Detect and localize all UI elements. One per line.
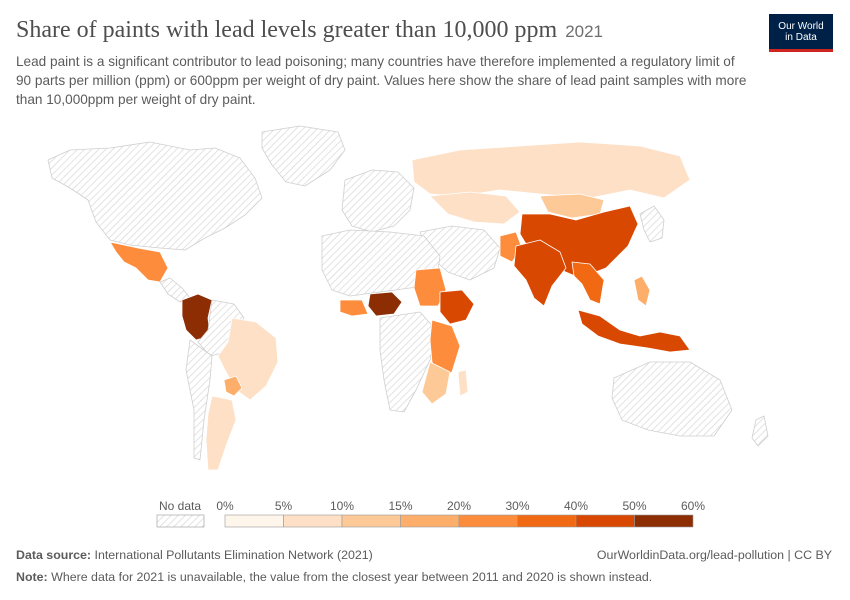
map-region-japan-korea[interactable]	[639, 205, 665, 243]
legend-no-data-label: No data	[159, 499, 201, 513]
legend-swatch[interactable]	[341, 514, 401, 528]
map-region-indonesia[interactable]	[577, 309, 691, 353]
map-region-greenland[interactable]	[261, 125, 346, 187]
footer-note: Note: Where data for 2021 is unavailable…	[16, 570, 652, 584]
legend-tick-label: 10%	[330, 499, 354, 513]
map-region-ethiopia[interactable]	[439, 289, 475, 325]
footer-url[interactable]: OurWorldinData.org/lead-pollution | CC B…	[596, 548, 832, 562]
map-region-southern-africa[interactable]	[421, 361, 451, 405]
legend-tick-label: 40%	[564, 499, 588, 513]
map-region-west-africa[interactable]	[339, 299, 369, 317]
footer-source: Data source: International Pollutants El…	[16, 548, 373, 562]
legend-swatch[interactable]	[634, 514, 694, 528]
map-region-southeast-asia[interactable]	[571, 261, 605, 305]
map-region-new-zealand[interactable]	[751, 415, 769, 447]
legend-swatch[interactable]	[224, 514, 284, 528]
legend-tick-label: 5%	[275, 499, 293, 513]
map-region-madagascar[interactable]	[457, 369, 469, 397]
map-region-argentina[interactable]	[205, 395, 237, 471]
legend-tick-label: 20%	[447, 499, 471, 513]
map-region-kazakhstan[interactable]	[429, 191, 521, 225]
legend-tick-label: 60%	[681, 499, 705, 513]
legend-no-data-swatch	[156, 514, 205, 528]
legend-tick-label: 50%	[622, 499, 646, 513]
map-region-central-africa[interactable]	[379, 311, 437, 413]
legend-tick-label: 15%	[388, 499, 412, 513]
owid-logo[interactable]: Our World in Data	[769, 14, 833, 52]
legend-scale: 0% 5% 10% 15% 20% 30% 40% 50% 60%	[216, 499, 705, 528]
note-text: Where data for 2021 is unavailable, the …	[51, 570, 653, 584]
note-label: Note:	[16, 570, 48, 584]
map-region-india[interactable]	[513, 239, 567, 307]
legend-swatch[interactable]	[517, 514, 577, 528]
legend-tick-label: 0%	[216, 499, 234, 513]
legend-swatch[interactable]	[458, 514, 518, 528]
map-region-nigeria[interactable]	[367, 291, 403, 317]
map-region-europe[interactable]	[341, 169, 415, 233]
map-region-sudan[interactable]	[413, 267, 447, 307]
legend-swatch[interactable]	[400, 514, 460, 528]
legend-swatch[interactable]	[575, 514, 635, 528]
title-text: Share of paints with lead levels greater…	[16, 17, 558, 43]
legend-tick-label: 30%	[505, 499, 529, 513]
chart-title: Share of paints with lead levels greater…	[16, 14, 756, 48]
map-region-mexico[interactable]	[109, 241, 169, 283]
map-region-paraguay[interactable]	[223, 375, 243, 397]
source-label: Data source:	[16, 548, 92, 562]
logo-line-1: Our World	[778, 21, 824, 32]
chart-subtitle: Lead paint is a significant contributor …	[16, 54, 747, 107]
logo-line-2: in Data	[785, 32, 817, 43]
map-region-north-america[interactable]	[47, 141, 263, 251]
color-legend: No data 0% 5% 10% 15% 20% 30% 40% 50% 60%	[156, 499, 705, 528]
map-region-russia[interactable]	[411, 141, 691, 199]
map-region-peru-chile[interactable]	[185, 339, 213, 461]
source-text[interactable]: International Pollutants Elimination Net…	[94, 548, 373, 562]
map-region-australia[interactable]	[611, 361, 733, 437]
legend-swatch[interactable]	[283, 514, 343, 528]
world-map[interactable]	[0, 118, 850, 493]
title-year: 2021	[565, 22, 604, 41]
map-region-philippines[interactable]	[633, 275, 651, 307]
